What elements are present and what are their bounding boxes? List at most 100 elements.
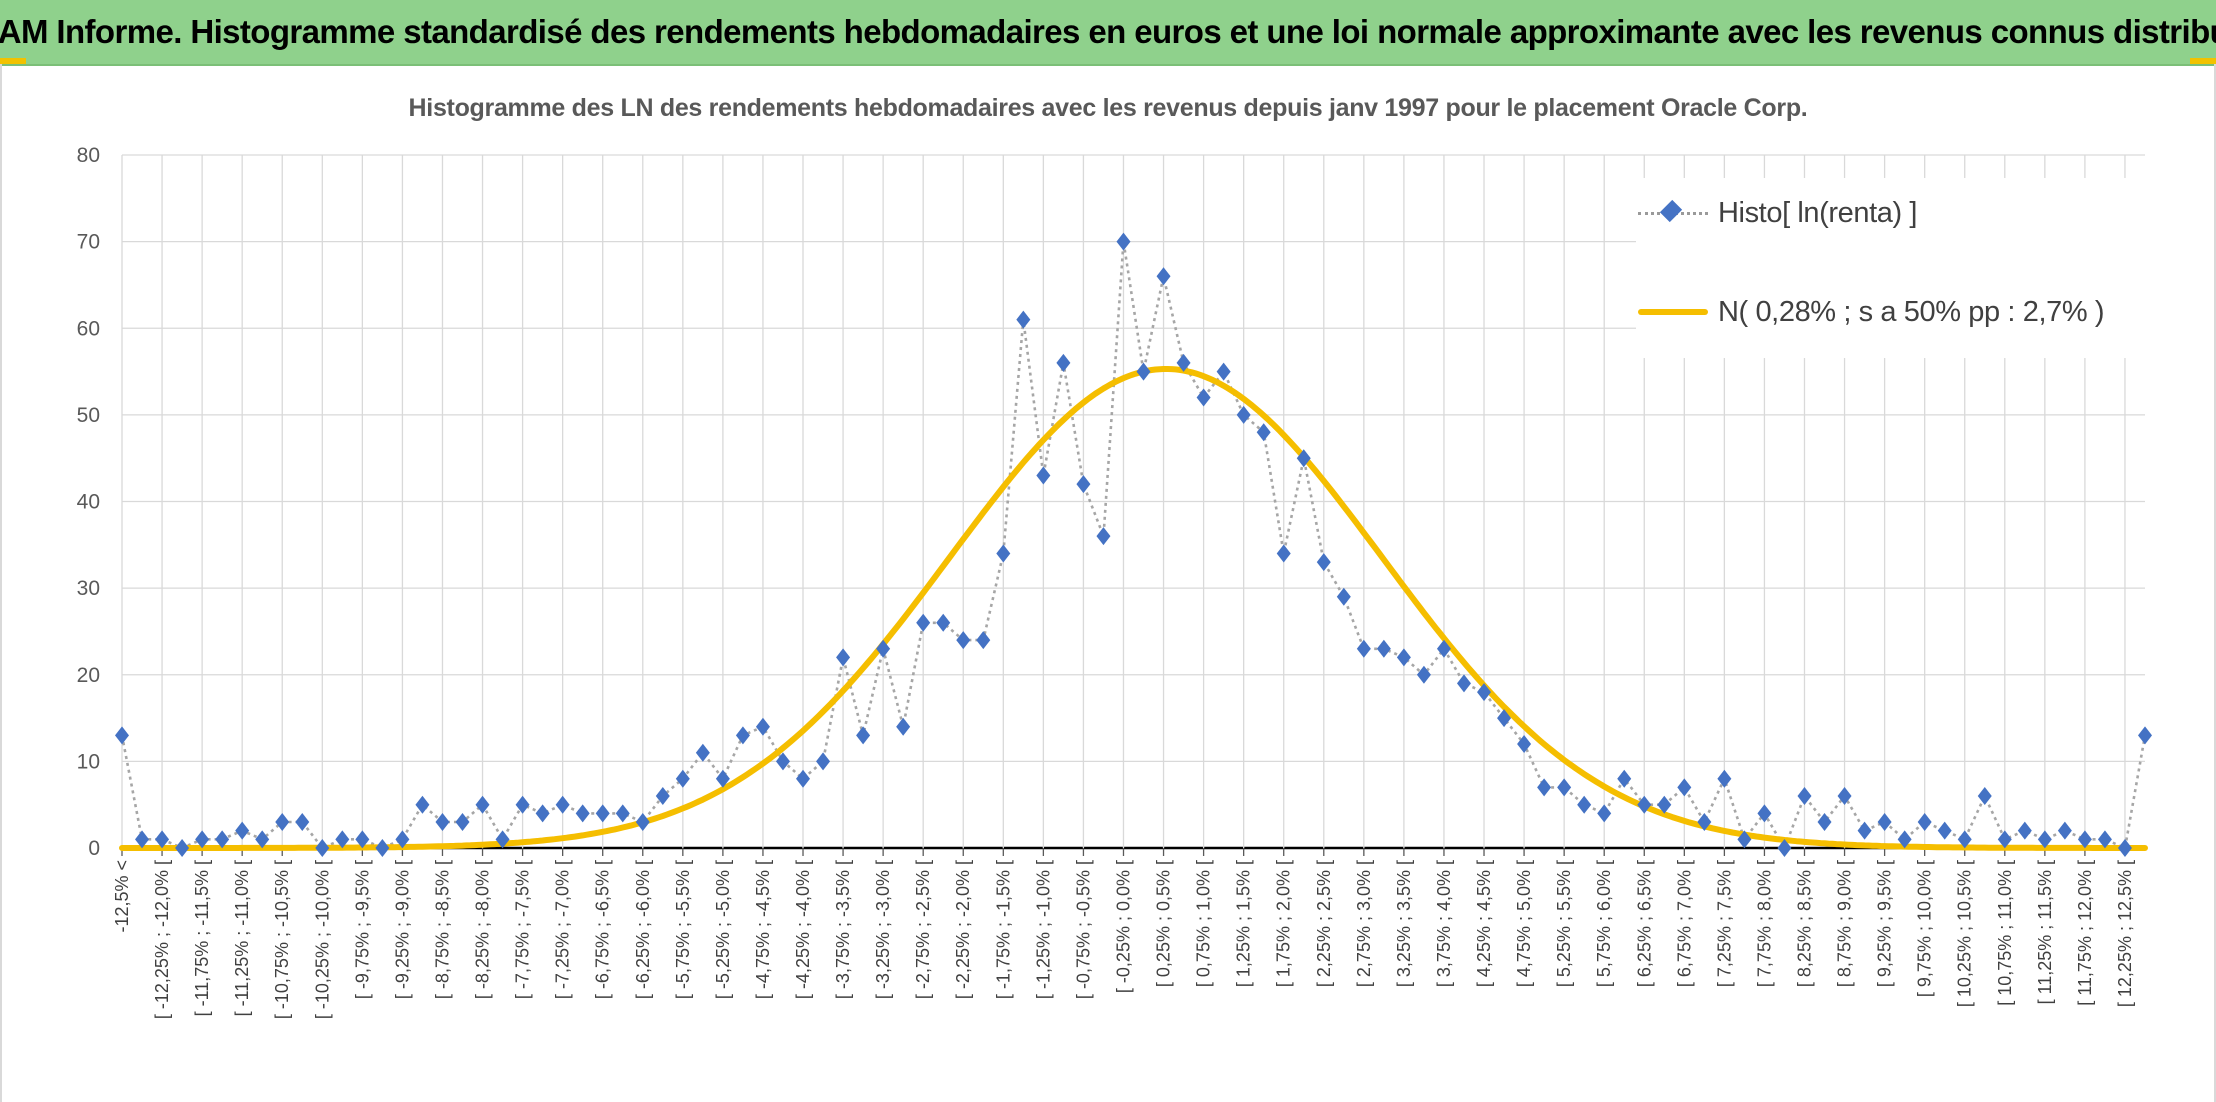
x-tick-label: [ -2,25% ; -2,0% [ bbox=[953, 860, 973, 999]
histo-point bbox=[1697, 813, 1712, 832]
x-tick-label: [ 11,25% ; 11,5% [ bbox=[2035, 860, 2055, 1004]
frame-left-border bbox=[0, 64, 2, 1102]
x-tick-label: [ 4,75% ; 5,0% [ bbox=[1514, 860, 1534, 987]
histo-point bbox=[775, 752, 790, 771]
histo-point bbox=[1376, 639, 1391, 658]
chart-title: Histogramme des LN des rendements hebdom… bbox=[408, 94, 1808, 122]
histo-point bbox=[876, 639, 891, 658]
x-tick-label: [ -0,25% ; 0,0% [ bbox=[1113, 860, 1133, 993]
histo-point bbox=[896, 717, 911, 736]
y-tick-label: 0 bbox=[88, 837, 100, 860]
histo-point bbox=[836, 648, 851, 667]
x-tick-label: [ -12,25% ; -12,0% [ bbox=[152, 860, 172, 1019]
histo-point bbox=[695, 743, 710, 762]
histo-point bbox=[635, 813, 650, 832]
banner-accent-left bbox=[0, 58, 26, 64]
x-tick-label: [ 6,25% ; 6,5% [ bbox=[1634, 860, 1654, 987]
histo-point bbox=[1637, 795, 1652, 814]
histo-point bbox=[1517, 735, 1532, 754]
histo-point bbox=[295, 813, 310, 832]
histo-point bbox=[1917, 813, 1932, 832]
x-tick-label: [ -6,75% ; -6,5% [ bbox=[593, 860, 613, 999]
y-tick-label: 80 bbox=[77, 144, 100, 167]
normal-curve-line bbox=[119, 366, 2148, 851]
x-tick-label: [ 11,75% ; 12,0% [ bbox=[2075, 860, 2095, 1006]
x-tick-label: [ 7,75% ; 8,0% [ bbox=[1754, 860, 1774, 987]
histo-point bbox=[1016, 310, 1031, 329]
x-tick-label: [ -8,25% ; -8,0% [ bbox=[473, 860, 493, 999]
histo-point bbox=[355, 830, 370, 849]
histo-point bbox=[1537, 778, 1552, 797]
histo-point bbox=[1497, 709, 1512, 728]
x-tick-label: [ 9,25% ; 9,5% [ bbox=[1875, 860, 1895, 987]
x-tick-label: [ 3,25% ; 3,5% [ bbox=[1394, 860, 1414, 987]
histo-point bbox=[575, 804, 590, 823]
histo-point bbox=[936, 613, 951, 632]
histo-point bbox=[1116, 232, 1131, 251]
histo-point bbox=[2097, 830, 2112, 849]
x-tick-label: [ -11,75% ; -11,5% [ bbox=[192, 860, 212, 1016]
histo-point bbox=[2138, 726, 2152, 745]
histo-point bbox=[415, 795, 430, 814]
x-tick-label: [ 4,25% ; 4,5% [ bbox=[1474, 860, 1494, 987]
x-tick-label: [ 6,75% ; 7,0% [ bbox=[1674, 860, 1694, 987]
histo-point bbox=[1336, 587, 1351, 606]
x-tick-label: [ 12,25% ; 12,5% [ bbox=[2115, 860, 2135, 1007]
chart-legend: Histo[ ln(renta) ] N( 0,28% ; s a 50% pp… bbox=[1636, 178, 2196, 358]
histo-point bbox=[1997, 830, 2012, 849]
x-tick-label: [ 1,25% ; 1,5% [ bbox=[1234, 860, 1254, 987]
histo-point bbox=[916, 613, 931, 632]
histo-point bbox=[1136, 362, 1151, 381]
histo-point bbox=[515, 795, 530, 814]
histo-point bbox=[435, 813, 450, 832]
histo-point bbox=[735, 726, 750, 745]
x-tick-label: [ 7,25% ; 7,5% [ bbox=[1714, 860, 1734, 987]
histo-point bbox=[796, 769, 811, 788]
histo-point bbox=[1356, 639, 1371, 658]
histo-point bbox=[675, 769, 690, 788]
x-tick-label: [ 0,25% ; 0,5% [ bbox=[1154, 860, 1174, 987]
histo-point bbox=[1857, 821, 1872, 840]
histo-point bbox=[1076, 475, 1091, 494]
histo-point bbox=[1316, 553, 1331, 572]
legend-item-normal: N( 0,28% ; s a 50% pp : 2,7% ) bbox=[1636, 292, 2105, 332]
histo-point bbox=[1557, 778, 1572, 797]
x-tick-label: [ -4,75% ; -4,5% [ bbox=[753, 860, 773, 999]
histo-point bbox=[1777, 839, 1792, 857]
histo-point bbox=[1757, 804, 1772, 823]
histo-point bbox=[1436, 639, 1451, 658]
histo-point bbox=[1196, 388, 1211, 407]
histo-point bbox=[1036, 466, 1051, 485]
x-tick-label: [ -10,75% ; -10,5% [ bbox=[272, 860, 292, 1019]
histo-point bbox=[595, 804, 610, 823]
histo-point bbox=[1977, 787, 1992, 806]
histo-point bbox=[1957, 830, 1972, 849]
histo-point bbox=[2117, 839, 2132, 857]
histo-point bbox=[1577, 795, 1592, 814]
y-tick-label: 40 bbox=[77, 491, 100, 514]
histo-point bbox=[1617, 769, 1632, 788]
x-tick-label: [ -1,25% ; -1,0% [ bbox=[1033, 860, 1053, 999]
x-tick-label: [ -7,25% ; -7,0% [ bbox=[553, 860, 573, 999]
x-tick-label: [ 1,75% ; 2,0% [ bbox=[1274, 860, 1294, 987]
histo-point bbox=[195, 830, 210, 849]
histo-point bbox=[2017, 821, 2032, 840]
x-axis-ticks: -12,5% < [ -12,25% ; -12,0% [[ -11,75% ; … bbox=[112, 860, 2135, 1019]
histo-point bbox=[816, 752, 831, 771]
histo-point bbox=[1657, 795, 1672, 814]
banner-title: ADAM Informe. Histogramme standardisé de… bbox=[0, 13, 2216, 50]
histo-point bbox=[1737, 830, 1752, 849]
legend-label-normal: N( 0,28% ; s a 50% pp : 2,7% ) bbox=[1718, 295, 2105, 328]
histo-point bbox=[1597, 804, 1612, 823]
y-tick-label: 60 bbox=[77, 317, 100, 340]
histo-point bbox=[535, 804, 550, 823]
histo-point bbox=[655, 787, 670, 806]
x-tick-label: [ -3,75% ; -3,5% [ bbox=[833, 860, 853, 999]
histo-point bbox=[755, 717, 770, 736]
legend-line-marker-icon bbox=[1636, 292, 1710, 332]
histo-point bbox=[2057, 821, 2072, 840]
histo-point bbox=[475, 795, 490, 814]
y-tick-label: 30 bbox=[77, 577, 100, 600]
histo-point bbox=[115, 726, 129, 745]
histo-point bbox=[175, 839, 190, 857]
